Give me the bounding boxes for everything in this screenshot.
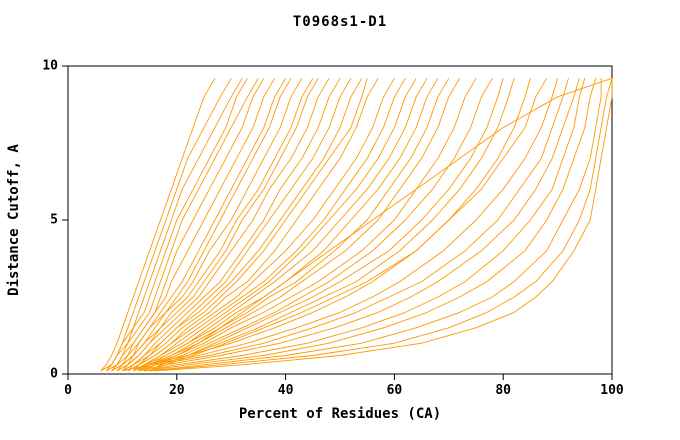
model-curve-model-19: [132, 78, 395, 372]
model-curve-model-36: [144, 78, 597, 372]
model-curve-model-35: [144, 78, 586, 372]
model-curve-model-37: [149, 78, 602, 372]
chart-title: T0968s1-D1: [292, 14, 388, 30]
x-axis-label: Percent of Residues (CA): [238, 406, 442, 422]
x-tick-label-60: 60: [386, 383, 403, 398]
model-curve-model-11: [116, 78, 314, 372]
x-tick-label-0: 0: [64, 383, 72, 398]
model-curve-model-40: [122, 77, 613, 372]
model-curve-model-32: [133, 78, 559, 372]
y-tick-label-0: 0: [50, 366, 58, 382]
model-curve-model-07: [111, 78, 276, 372]
model-curve-model-06: [105, 78, 265, 372]
y-axis-label: Distance Cutoff, A: [6, 144, 22, 296]
model-curve-model-27: [143, 78, 493, 372]
model-curve-model-21: [133, 78, 417, 372]
model-curve-model-34: [138, 78, 580, 372]
model-curve-model-33: [138, 78, 569, 372]
model-curve-model-30: [149, 78, 531, 372]
model-curve-model-31: [133, 78, 548, 372]
model-curve-model-14: [122, 78, 341, 372]
x-tick-label-80: 80: [495, 383, 512, 398]
x-tick-label-20: 20: [168, 383, 185, 398]
model-curve-model-25: [143, 78, 461, 372]
model-curve-model-26: [143, 78, 477, 372]
model-curve-model-02: [100, 78, 232, 372]
model-curve-model-39: [154, 78, 613, 372]
model-curve-model-28: [149, 78, 504, 372]
model-curve-model-16: [127, 78, 363, 372]
model-curves: [100, 77, 613, 372]
model-curve-model-09: [116, 78, 292, 372]
y-tick-label-5: 5: [50, 212, 58, 228]
model-curve-model-01: [100, 78, 216, 372]
model-curve-model-08: [111, 78, 286, 372]
model-curve-model-04: [105, 78, 248, 372]
model-curve-model-13: [122, 78, 330, 372]
model-curve-model-38: [149, 78, 613, 372]
model-curve-model-29: [149, 78, 515, 372]
x-tick-label-100: 100: [600, 383, 624, 398]
model-curve-model-15: [122, 78, 352, 372]
model-curve-model-05: [100, 78, 259, 372]
model-curve-model-18: [127, 78, 379, 372]
model-curve-model-03: [105, 78, 243, 372]
y-tick-label-10: 10: [42, 58, 58, 74]
model-curve-model-17: [127, 78, 368, 372]
model-curve-model-24: [138, 78, 450, 372]
x-tick-label-40: 40: [277, 383, 294, 398]
model-curve-model-20: [133, 78, 406, 372]
